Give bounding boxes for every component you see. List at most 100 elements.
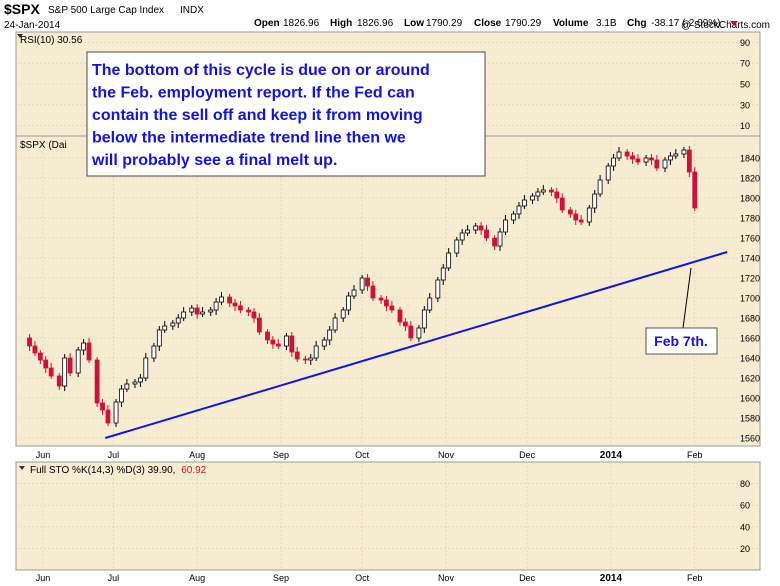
candle-body [162, 325, 168, 331]
candle-body [435, 279, 441, 299]
candle-body [351, 289, 357, 297]
candle-body [408, 325, 414, 339]
candle-body [27, 337, 32, 347]
annotation-line: the Feb. employment report. If the Fed c… [92, 85, 415, 102]
candle-body [686, 149, 692, 173]
candle-body [573, 213, 579, 221]
high-label: High [330, 18, 352, 29]
candle-body [340, 309, 346, 319]
rsi-tick-label: 70 [740, 59, 750, 69]
price-tick-label: 1740 [740, 254, 760, 264]
annotation-text: The bottom of this cycle is due on or ar… [91, 62, 430, 169]
candle-body [213, 301, 219, 311]
candle-body [616, 151, 622, 159]
candle-body [156, 329, 162, 347]
candle-body [535, 191, 541, 197]
price-tick-label: 1800 [740, 194, 760, 204]
candlestick-series [27, 146, 698, 427]
close-label: Close [474, 18, 502, 29]
candle-body [549, 189, 554, 193]
candle-body [416, 327, 422, 339]
high-value: 1826.96 [357, 18, 394, 29]
candle-body [232, 302, 238, 307]
rsi-tick-label: 90 [740, 38, 750, 48]
candle-body [275, 343, 281, 347]
candle-body [346, 295, 352, 311]
candle-body [662, 159, 668, 169]
sto-label: Full STO %K(14,3) %D(3) 39.90, 60.92 [30, 465, 207, 476]
candle-body [667, 155, 673, 161]
candle-body [624, 151, 630, 157]
candle-body [56, 375, 62, 387]
date-tick-label: Dec [519, 450, 536, 460]
candle-body [503, 219, 508, 233]
sto-axis: 80 60 40 20 [16, 479, 760, 554]
callout-text: Feb 7th. [654, 333, 708, 349]
price-tick-label: 1580 [740, 414, 760, 424]
price-tick-label: 1680 [740, 314, 760, 324]
candle-body [270, 339, 276, 345]
callout-box [645, 327, 718, 355]
panel-menu-icon[interactable] [17, 34, 23, 38]
chart-header: $SPX S&P 500 Large Cap Index INDX 24-Jan… [4, 1, 770, 31]
sto-date-tick-label: 2014 [600, 573, 623, 584]
candle-body [170, 322, 176, 327]
candle-body [289, 335, 295, 353]
sto-tick-label: 40 [740, 522, 750, 532]
price-axis: 1560 1580 1600 1620 1640 1660 1680 1700 1720 1740… [740, 154, 760, 444]
candle-body [321, 339, 327, 347]
down-arrow-icon [730, 21, 738, 26]
candle-body [459, 232, 465, 241]
price-tick-label: 1640 [740, 354, 760, 364]
candle-body [181, 311, 187, 319]
candle-body [113, 401, 119, 424]
candle-body [208, 309, 214, 313]
trend-line [104, 251, 728, 439]
candle-body [692, 171, 698, 209]
date-tick-label: Jun [36, 450, 51, 460]
candle-body [611, 157, 617, 167]
candle-body [521, 199, 527, 207]
price-tick-label: 1700 [740, 294, 760, 304]
rsi-tick-label: 50 [740, 80, 750, 90]
annotation-box: The bottom of this cycle is due on or ar… [86, 51, 486, 177]
candle-body [578, 219, 584, 223]
candle-body [402, 321, 408, 327]
open-value: 1826.96 [283, 18, 320, 29]
candle-body [446, 252, 452, 269]
copyright-label: @ StockCharts.com [681, 20, 770, 31]
panel-menu-icon[interactable] [19, 466, 25, 470]
candle-body [194, 307, 200, 315]
date-tick-label: Oct [355, 450, 370, 460]
candle-body [105, 409, 111, 424]
annotation-background [86, 51, 486, 177]
candle-body [654, 159, 660, 169]
annotation-line: below the intermediate trend line then w… [92, 130, 406, 147]
candle-body [124, 383, 130, 390]
price-tick-label: 1600 [740, 394, 760, 404]
callout-leader-line [682, 267, 692, 329]
candle-body [384, 299, 389, 307]
sto-date-axis: Jun Jul Aug Sep Oct Nov Dec 2014 Feb [36, 462, 702, 584]
chg-value: -38.17 (-2.09%) [651, 18, 720, 29]
candle-body [119, 388, 124, 403]
candle-body [586, 207, 592, 223]
candle-body [308, 357, 314, 361]
candle-body [327, 329, 333, 341]
candle-body [302, 358, 308, 361]
candle-body [427, 297, 433, 311]
sto-date-tick-label: Jun [36, 573, 51, 583]
price-tick-label: 1720 [740, 274, 760, 284]
open-label: Open [254, 18, 280, 29]
date-axis: Jun Jul Aug Sep Oct Nov Dec 2014 Feb [36, 450, 703, 461]
sto-date-tick-label: Nov [438, 573, 455, 583]
candle-body [313, 345, 319, 359]
sto-tick-label: 80 [740, 479, 750, 489]
candle-body [630, 155, 635, 160]
symbol-label: $SPX [4, 1, 40, 17]
candle-body [592, 193, 598, 209]
candle-body [673, 153, 679, 157]
candle-body [567, 209, 573, 215]
price-panel-label: $SPX (Dai [20, 140, 67, 151]
